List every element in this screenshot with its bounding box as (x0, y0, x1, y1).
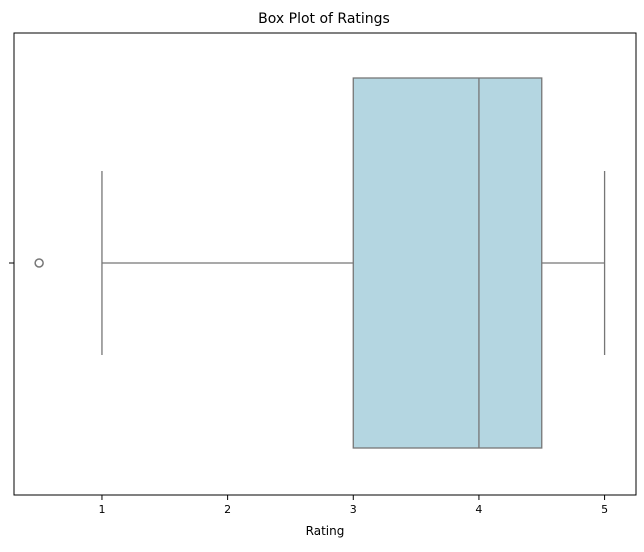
x-tick-label: 4 (475, 503, 482, 516)
chart-title: Box Plot of Ratings (258, 11, 390, 27)
x-tick-label: 3 (350, 503, 357, 516)
x-tick-label: 2 (224, 503, 231, 516)
axes-frame (13, 32, 637, 496)
outlier-point (34, 258, 44, 268)
plot-area (13, 32, 637, 496)
x-axis: 1 2 3 4 5 (98, 495, 608, 516)
iqr-box (352, 77, 543, 449)
x-tick-label: 1 (98, 503, 105, 516)
x-axis-label: Rating (306, 524, 345, 538)
x-tick-label: 5 (601, 503, 608, 516)
